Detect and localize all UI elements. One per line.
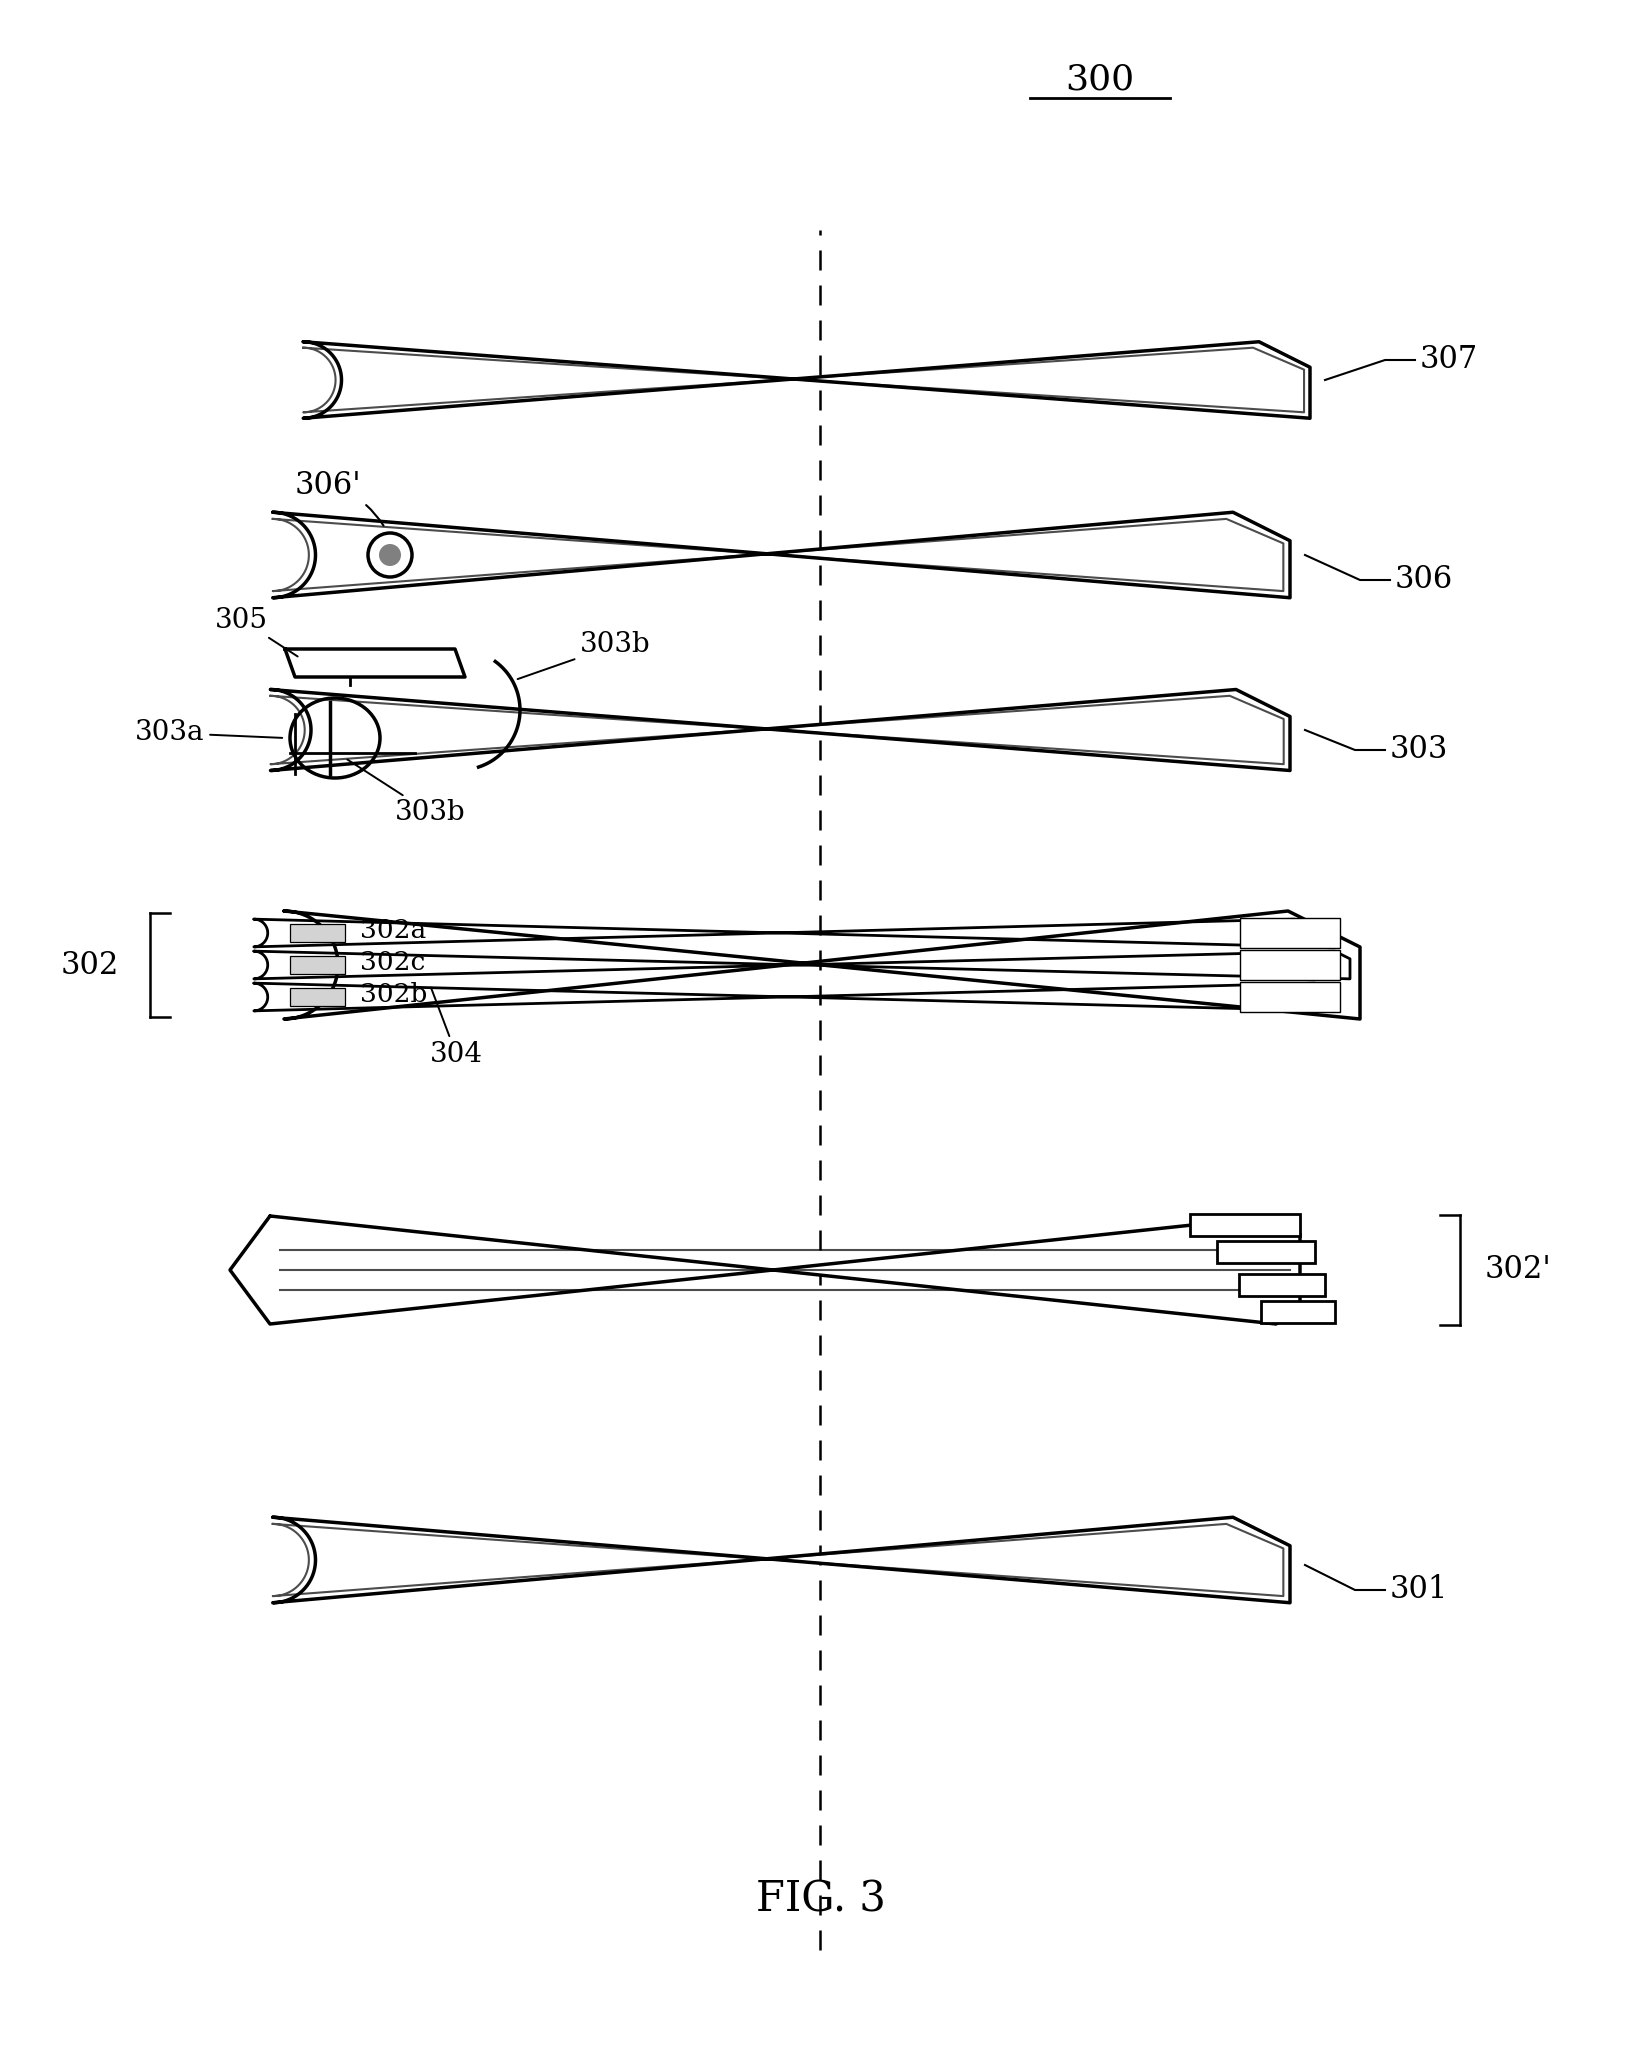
Polygon shape (304, 341, 1310, 419)
FancyBboxPatch shape (1241, 981, 1341, 1012)
Bar (290, 924, 345, 942)
Polygon shape (286, 649, 464, 677)
Text: 303b: 303b (517, 632, 650, 680)
Text: 303: 303 (1390, 735, 1449, 766)
Text: 302c: 302c (359, 951, 425, 975)
Text: 303b: 303b (348, 760, 466, 827)
Text: 302: 302 (61, 948, 120, 981)
Polygon shape (254, 920, 1310, 946)
Polygon shape (272, 513, 1290, 597)
FancyBboxPatch shape (1190, 1213, 1300, 1236)
Text: 302b: 302b (359, 983, 427, 1008)
Circle shape (379, 544, 400, 567)
Text: 304: 304 (430, 987, 482, 1068)
Text: 302': 302' (1485, 1254, 1552, 1285)
FancyBboxPatch shape (1218, 1240, 1314, 1263)
Text: 303a: 303a (135, 719, 282, 747)
Text: 306: 306 (1395, 565, 1454, 595)
Polygon shape (254, 951, 1351, 979)
Text: 300: 300 (1065, 64, 1134, 96)
Text: 306': 306' (295, 470, 384, 526)
FancyBboxPatch shape (1239, 1275, 1324, 1295)
FancyBboxPatch shape (1241, 951, 1341, 979)
Bar (290, 957, 345, 973)
Polygon shape (230, 1215, 1300, 1324)
Polygon shape (254, 983, 1329, 1010)
Text: 301: 301 (1390, 1575, 1449, 1605)
FancyBboxPatch shape (1241, 918, 1341, 948)
Polygon shape (271, 690, 1290, 770)
FancyBboxPatch shape (1260, 1302, 1336, 1322)
Text: 302a: 302a (359, 918, 427, 944)
Text: 305: 305 (215, 606, 297, 657)
Text: FIG. 3: FIG. 3 (755, 1878, 886, 1922)
Polygon shape (272, 1517, 1290, 1603)
Text: 307: 307 (1419, 345, 1479, 376)
Bar (290, 987, 345, 1006)
